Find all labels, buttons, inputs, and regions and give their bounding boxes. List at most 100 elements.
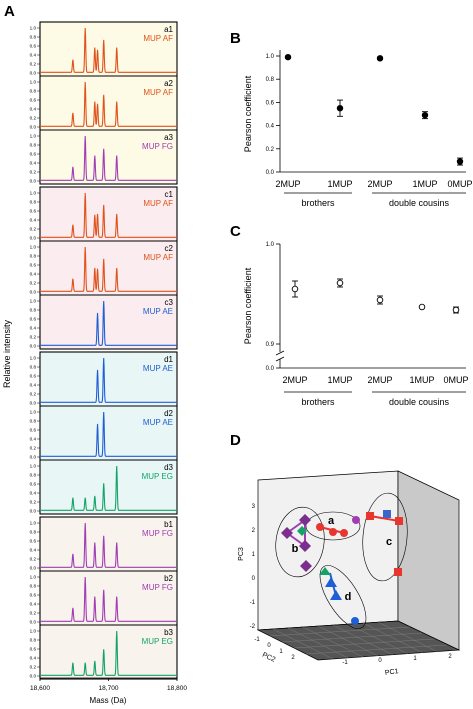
y-tick-label: 0.6 <box>30 152 37 157</box>
y-tick-label: 1.0 <box>30 410 37 415</box>
data-point <box>291 280 299 298</box>
spectrum-label: MUP AF <box>143 88 173 97</box>
data-point <box>336 278 344 288</box>
y-tick-label: 1.0 <box>30 191 37 196</box>
x-axis-label: Mass (Da) <box>90 696 127 705</box>
y-tick-label: 0.6 <box>30 209 37 214</box>
circle-marker <box>316 523 324 531</box>
y-tick-label: 0.4 <box>30 107 37 112</box>
y-tick-label: 0.8 <box>266 77 275 83</box>
y-tick-label: 0.0 <box>266 170 275 176</box>
y-tick-label: 1.0 <box>30 521 37 526</box>
pc2-axis-label: PC2 <box>261 652 276 664</box>
data-point <box>452 306 460 314</box>
y-tick-label: 0.6 <box>30 44 37 49</box>
cluster-a-markers <box>316 516 360 537</box>
data-point <box>336 99 344 117</box>
spectrum-line <box>40 192 177 238</box>
cluster-d-markers <box>319 567 359 625</box>
y-tick-label: 0.6 <box>30 374 37 379</box>
y-tick-label: 0.8 <box>30 254 37 259</box>
group-frame <box>39 21 178 185</box>
spectrum-line <box>40 357 177 403</box>
spectrum-line <box>40 465 177 511</box>
y-tick-label: 0.8 <box>30 365 37 370</box>
pc1-tick-label: -1 <box>342 660 348 666</box>
y-tick-label: 0.8 <box>30 584 37 589</box>
spectrum-id: a3 <box>164 133 173 142</box>
category-label: 0MUP <box>447 179 472 189</box>
square-marker <box>383 510 391 518</box>
y-tick-label: 0.4 <box>30 437 37 442</box>
y-tick-label: 0.8 <box>30 473 37 478</box>
x-tick-label: 18,800 <box>167 685 187 692</box>
y-tick-label: 0.0 <box>30 620 37 625</box>
spectrum-id: b3 <box>164 628 173 637</box>
group-label: double cousins <box>389 397 450 407</box>
y-tick-label: 0.0 <box>30 455 37 460</box>
y-tick-label: 0.0 <box>30 509 37 514</box>
y-tick-label: 0.0 <box>30 179 37 184</box>
y-axis-label: Pearson coefficient <box>243 75 253 152</box>
y-tick-label: 0.4 <box>30 272 37 277</box>
y-tick-label: 0.9 <box>266 342 275 348</box>
square-marker <box>394 568 402 576</box>
group-label: brothers <box>301 397 335 407</box>
z-tick-label: 3 <box>252 504 256 510</box>
y-tick-label: 0.4 <box>30 548 37 553</box>
y-tick-label: 1.0 <box>30 299 37 304</box>
spectrum-label: MUP AE <box>143 364 173 373</box>
spectrum-id: c2 <box>165 244 174 253</box>
y-tick-label: 0.2 <box>30 281 37 286</box>
panel-letter-d: D <box>230 432 241 449</box>
data-point <box>421 111 429 120</box>
pc1-ticks: -1 0 1 2 <box>342 654 452 666</box>
group-frame <box>39 516 178 680</box>
x-axis: 18,600 18,700 18,800 Mass (Da) <box>30 677 187 705</box>
cluster-label-a: a <box>328 515 335 527</box>
spectrum-line <box>40 522 177 568</box>
spectrum-line <box>40 576 177 622</box>
spectrum-label: MUP FG <box>142 529 173 538</box>
spectrum-label: MUP AF <box>143 253 173 262</box>
floor <box>256 620 461 661</box>
y-tick-label: 0.8 <box>30 638 37 643</box>
spectrum-id: b2 <box>164 574 173 583</box>
category-label: 2MUP <box>282 375 307 385</box>
y-tick-label: 0.6 <box>30 482 37 487</box>
y-tick-label: 0.0 <box>30 125 37 130</box>
pc1-tick-label: 1 <box>413 656 417 662</box>
cluster-label-c: c <box>386 536 392 548</box>
y-tick-label: 0.2 <box>266 147 275 153</box>
data-point <box>376 295 384 305</box>
pearson-chart-b: Pearson coefficient 0.0 0.2 0.4 0.6 0.8 1.0 2… <box>243 50 473 208</box>
y-tick-label: 0.6 <box>30 428 37 433</box>
spectrum-id: d2 <box>164 409 173 418</box>
pc2-tick-label: 1 <box>279 649 283 655</box>
y-axis-label: Relative intensity <box>2 319 12 388</box>
square-marker <box>395 517 403 525</box>
cluster-label-b: b <box>292 543 299 555</box>
spectrum-label: MUP FG <box>142 142 173 151</box>
category-label: 0MUP <box>443 375 468 385</box>
spectrum-id: c3 <box>165 298 174 307</box>
y-tick-label: 0.8 <box>30 419 37 424</box>
spectrum-label: MUP AF <box>143 199 173 208</box>
y-tick-label: 0.0 <box>30 71 37 76</box>
y-tick-label: 0.2 <box>30 335 37 340</box>
pc2-tick-label: -1 <box>254 637 260 643</box>
diamond-marker <box>281 527 293 539</box>
y-tick-label: 0.0 <box>30 236 37 241</box>
group-frame <box>39 351 178 515</box>
y-tick-label: 0.4 <box>30 656 37 661</box>
category-label: 1MUP <box>412 179 437 189</box>
y-tick-label: 0.0 <box>266 366 275 372</box>
y-tick-label: 1.0 <box>266 242 275 248</box>
y-tick-label: 1.0 <box>30 26 37 31</box>
y-tick-label: 0.8 <box>30 35 37 40</box>
